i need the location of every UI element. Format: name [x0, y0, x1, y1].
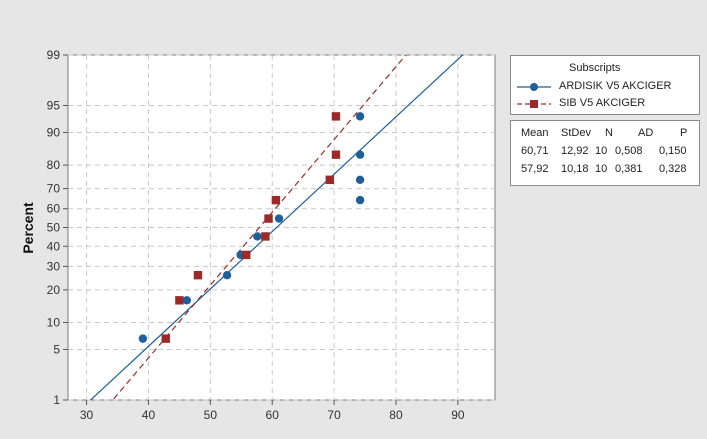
data-point-square: [261, 232, 270, 241]
x-tick-label: 80: [389, 408, 403, 422]
stats-header-p: P: [680, 127, 688, 139]
y-tick-label: 95: [47, 99, 61, 113]
legend-title: Subscripts: [569, 62, 621, 74]
y-tick-label: 10: [47, 316, 61, 330]
y-tick-label: 1: [53, 393, 60, 407]
axis-ticks: 30 40 50 60 70 80 90 1 5 10 20 30 40 50 60 70 80 90 95 99: [47, 48, 465, 422]
legend-marker-circle-icon: [517, 83, 551, 91]
data-point-circle: [222, 271, 232, 280]
stats-row-ardisik: 60,71 12,92 10 0,508 0,150: [511, 145, 701, 161]
data-point-square: [331, 150, 341, 159]
data-point-circle: [355, 175, 365, 184]
x-tick-label: 60: [266, 408, 280, 422]
y-tick-label: 90: [47, 125, 61, 139]
stats-cell-mean: 57,92: [521, 163, 549, 175]
y-tick-label: 50: [47, 221, 61, 235]
data-point-circle: [182, 296, 192, 305]
stats-cell-ad: 0,381: [615, 163, 643, 175]
stats-row-sib: 57,92 10,18 10 0,381 0,328: [511, 163, 701, 179]
data-point-circle: [355, 150, 365, 159]
y-tick-label: 30: [47, 259, 61, 273]
stats-header-n: N: [605, 127, 613, 139]
x-tick-label: 70: [327, 408, 341, 422]
stats-cell-stdev: 10,18: [561, 163, 589, 175]
stats-cell-p: 0,150: [659, 145, 687, 157]
y-tick-label: 20: [47, 283, 61, 297]
stats-cell-mean: 60,71: [521, 145, 549, 157]
stats-cell-n: 10: [595, 163, 608, 175]
stats-cell-ad: 0,508: [615, 145, 643, 157]
y-axis-label: Percent: [20, 202, 36, 254]
data-point-square: [325, 175, 334, 184]
fit-lines: [89, 55, 464, 400]
data-point-circle: [138, 334, 148, 343]
data-point-circle: [355, 112, 365, 121]
x-tick-label: 40: [142, 408, 156, 422]
stats-cell-n: 10: [595, 145, 608, 157]
y-tick-label: 40: [47, 239, 61, 253]
y-tick-label: 99: [47, 48, 61, 62]
legend: Subscripts ARDISIK V5 AKCIGER SIB V5 AKC…: [510, 55, 700, 115]
fit-line-series-0: [89, 55, 464, 400]
data-point-square: [175, 296, 184, 305]
stats-cell-stdev: 12,92: [561, 145, 589, 157]
data-point-circle: [253, 232, 262, 241]
data-point-square: [193, 271, 203, 280]
stats-cell-p: 0,328: [659, 163, 687, 175]
legend-label-ardisik: ARDISIK V5 AKCIGER: [559, 80, 672, 92]
x-tick-label: 30: [80, 408, 94, 422]
data-point-circle: [355, 195, 365, 205]
data-point-square: [271, 195, 281, 205]
data-point-square: [242, 250, 251, 260]
fit-line-series-1: [112, 55, 407, 400]
stats-header-ad: AD: [638, 127, 654, 139]
data-point-square: [264, 214, 273, 223]
data-point-circle: [274, 214, 284, 223]
data-points: [138, 112, 365, 343]
x-tick-label: 50: [204, 408, 218, 422]
data-point-square: [161, 334, 170, 343]
y-tick-label: 70: [47, 182, 61, 196]
legend-label-sib: SIB V5 AKCIGER: [559, 97, 646, 109]
y-tick-label: 60: [47, 202, 61, 216]
legend-entry-ardisik: ARDISIK V5 AKCIGER: [517, 79, 699, 95]
grid: [68, 54, 495, 401]
data-point-square: [331, 112, 341, 121]
y-tick-label: 80: [47, 158, 61, 172]
stats-header-stdev: StDev: [561, 127, 591, 139]
stats-header-row: Mean StDev N AD P: [511, 127, 701, 143]
stats-table: Mean StDev N AD P 60,71 12,92 10 0,508 0…: [510, 120, 700, 186]
legend-marker-square-icon: [517, 100, 551, 108]
legend-entry-sib: SIB V5 AKCIGER: [517, 96, 699, 112]
x-tick-label: 90: [451, 408, 465, 422]
stats-header-mean: Mean: [521, 127, 549, 139]
y-tick-label: 5: [53, 342, 60, 356]
